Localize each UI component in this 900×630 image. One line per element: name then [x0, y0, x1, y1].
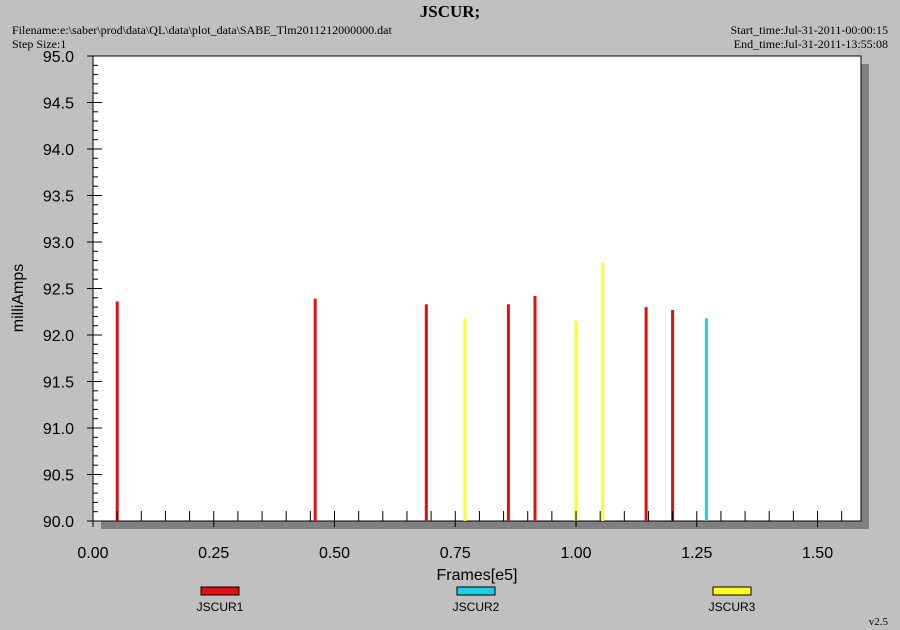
y-tick-label: 94.5	[43, 96, 74, 113]
legend-swatch-jscur3	[712, 586, 752, 596]
x-tick-label: 1.00	[560, 545, 591, 562]
y-tick-label: 90.5	[43, 468, 74, 485]
bar-jscur3-2	[601, 262, 605, 521]
bar-jscur1-5	[644, 307, 648, 521]
bar-jscur1-3	[506, 304, 510, 521]
x-tick-label: 0.00	[77, 545, 108, 562]
y-tick-label: 94.0	[43, 142, 74, 159]
data-bars	[115, 262, 708, 521]
start-time-label: Start_time:Jul-31-2011-00:00:15	[730, 23, 888, 37]
step-size-label: Step Size:1	[12, 37, 67, 51]
bar-jscur3-0	[463, 318, 467, 521]
x-tick-label: 0.25	[198, 545, 229, 562]
legend-label-jscur3: JSCUR3	[709, 600, 756, 614]
version-label: v2.5	[868, 616, 888, 628]
x-tick-label: 1.25	[681, 545, 712, 562]
bar-jscur1-1	[313, 298, 317, 521]
y-tick-label: 90.0	[43, 514, 74, 531]
legend-label-jscur1: JSCUR1	[197, 600, 244, 614]
y-axis-ticks: 90.0 90.5 91.0 91.5 92.0 92.5 93.0 93.5 94.0 94.5…	[43, 49, 102, 531]
bar-jscur2-0	[704, 318, 708, 521]
filename-label: Filename:e:\saber\prod\data\QL\data\plot…	[12, 23, 392, 37]
x-tick-label: 1.50	[802, 545, 833, 562]
y-tick-label: 92.0	[43, 328, 74, 345]
legend: JSCUR1 JSCUR2 JSCUR3	[197, 586, 756, 614]
bar-jscur1-4	[533, 295, 537, 521]
x-tick-label: 0.75	[440, 545, 471, 562]
x-tick-label: 0.50	[319, 545, 350, 562]
legend-swatch-jscur1	[200, 586, 240, 596]
y-tick-label: 91.5	[43, 375, 74, 392]
y-tick-label: 91.0	[43, 421, 74, 438]
bar-jscur1-6	[671, 309, 675, 521]
end-time-label: End_time:Jul-31-2011-13:55:08	[733, 37, 888, 51]
plot-area	[92, 55, 862, 522]
bar-jscur1-2	[424, 304, 428, 521]
bar-jscur1-0	[115, 301, 119, 521]
y-tick-label: 93.5	[43, 189, 74, 206]
x-axis-label: Frames[e5]	[437, 567, 518, 584]
y-axis-label: milliAmps	[10, 264, 27, 332]
y-tick-label: 95.0	[43, 49, 74, 66]
legend-swatch-jscur2	[456, 586, 496, 596]
bar-jscur3-1	[574, 321, 578, 521]
y-tick-label: 93.0	[43, 235, 74, 252]
chart-title: JSCUR;	[419, 2, 481, 21]
x-axis-ticks: 0.00 0.25 0.50 0.75 1.00 1.25 1.50	[77, 511, 843, 562]
legend-label-jscur2: JSCUR2	[453, 600, 500, 614]
y-tick-label: 92.5	[43, 282, 74, 299]
